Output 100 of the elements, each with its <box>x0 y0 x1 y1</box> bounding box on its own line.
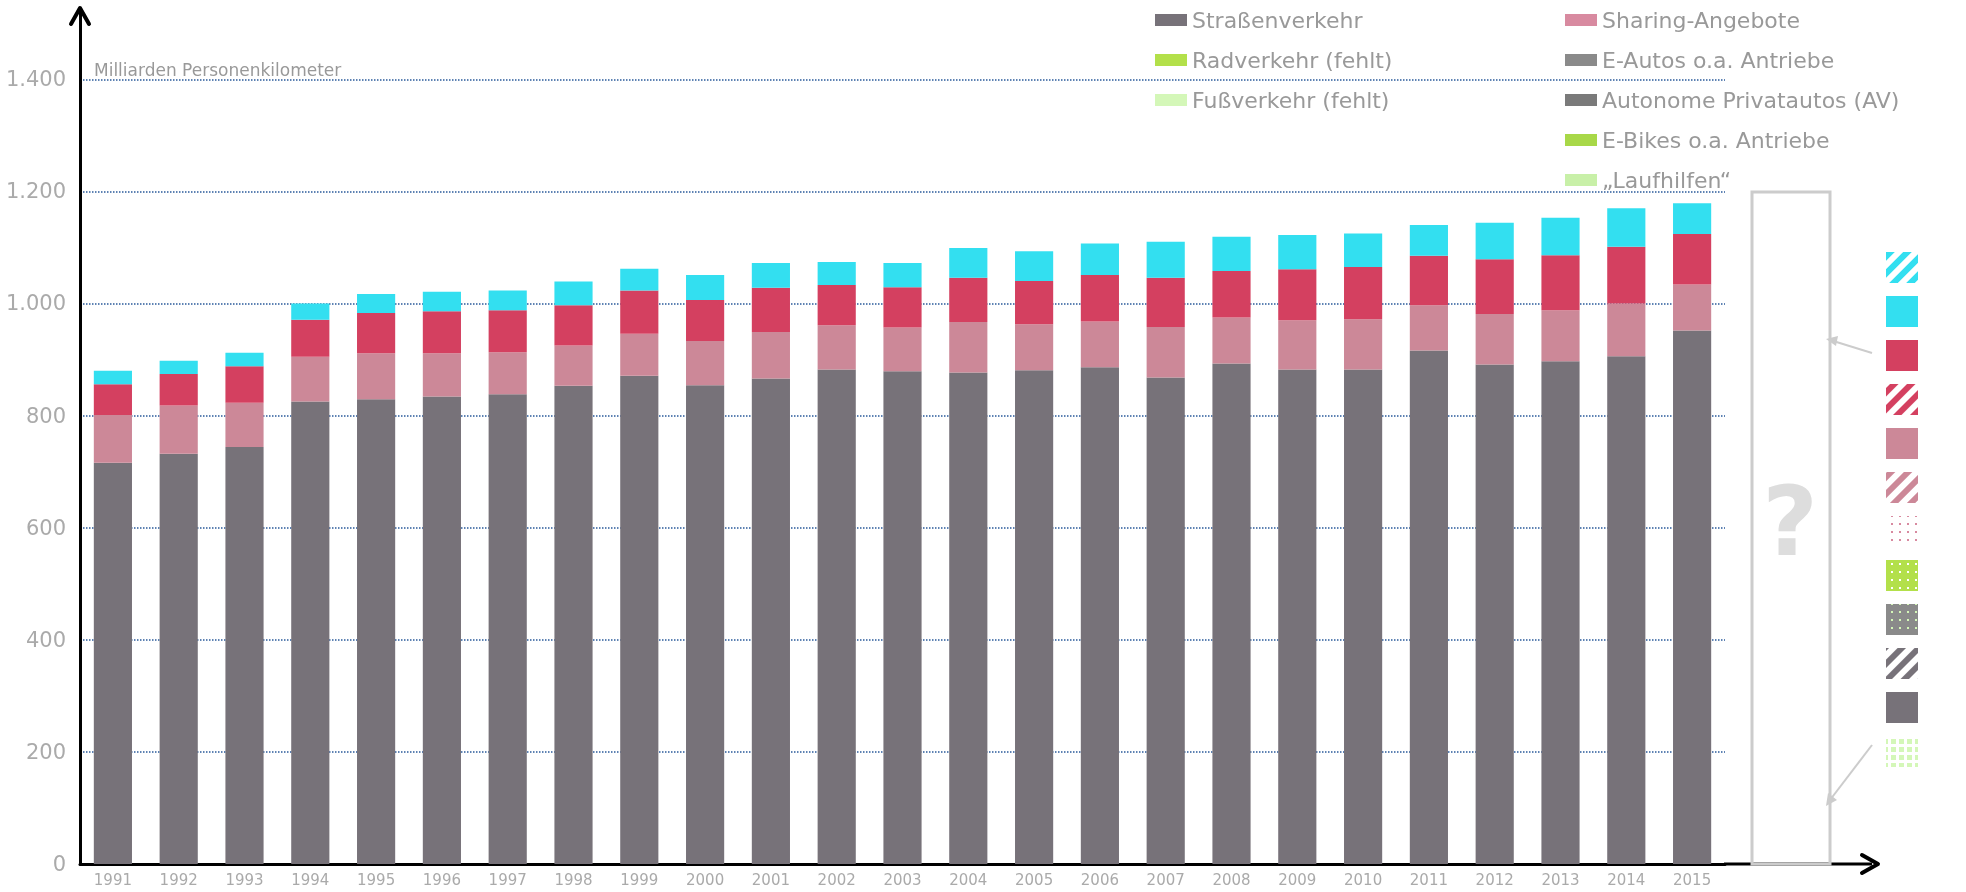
bar <box>1673 233 1712 285</box>
x-tick-label: 1993 <box>225 870 264 889</box>
x-tick-label: 1994 <box>291 870 330 889</box>
x-tick-label: 2000 <box>686 870 725 889</box>
legend-label: Radverkehr (fehlt) <box>1192 47 1393 73</box>
bar <box>817 261 856 285</box>
bar <box>817 325 856 370</box>
bar <box>1409 225 1448 256</box>
x-tick-label: 2003 <box>883 870 922 889</box>
bar <box>1080 274 1119 322</box>
x-tick-label: 2014 <box>1607 870 1646 889</box>
x-tick-label: 2005 <box>1015 870 1054 889</box>
bar <box>93 415 132 463</box>
bar <box>1344 233 1383 268</box>
bar <box>1212 363 1251 864</box>
bar <box>93 384 132 416</box>
legend-label: Sharing-Angebote <box>1602 7 1800 33</box>
bar <box>357 293 396 313</box>
bar <box>488 310 527 353</box>
bar <box>751 332 790 379</box>
bar <box>1015 251 1054 282</box>
bar <box>1146 327 1185 378</box>
y-tick-label: 1.400 <box>5 67 66 92</box>
legend-label: E-Bikes o.a. Antriebe <box>1602 127 1830 153</box>
y-tick-label: 0 <box>52 852 66 876</box>
bar <box>422 353 461 397</box>
bar <box>1475 259 1514 315</box>
bar <box>1607 208 1646 247</box>
x-tick-label: 2010 <box>1344 870 1383 889</box>
x-tick-label: 2013 <box>1541 870 1580 889</box>
bar <box>488 352 527 395</box>
bar <box>225 402 264 447</box>
bar <box>620 375 659 864</box>
y-tick-label: 800 <box>25 403 66 428</box>
bar <box>1278 369 1317 864</box>
bar <box>1015 281 1054 325</box>
bar <box>291 319 330 357</box>
bar <box>1475 314 1514 365</box>
bar <box>1541 361 1580 864</box>
legend-label: Fußverkehr (fehlt) <box>1192 87 1390 113</box>
bar <box>1475 222 1514 260</box>
bar <box>159 360 198 375</box>
bar <box>686 385 725 864</box>
bar <box>93 370 132 385</box>
x-tick-label: 1999 <box>620 870 659 889</box>
bar <box>949 372 988 864</box>
bar <box>357 399 396 864</box>
legend-label: Straßenverkehr <box>1192 7 1364 33</box>
bar <box>686 300 725 342</box>
bar <box>159 453 198 864</box>
bar <box>686 274 725 301</box>
bar <box>357 353 396 400</box>
bar <box>1409 350 1448 864</box>
bar <box>949 277 988 322</box>
bar <box>1475 364 1514 864</box>
x-tick-label: 1998 <box>554 870 593 889</box>
bar <box>949 321 988 373</box>
bar <box>620 333 659 376</box>
x-tick-label: 1991 <box>93 870 132 889</box>
bar <box>1080 243 1119 275</box>
y-tick-label: 400 <box>25 627 66 652</box>
x-tick-label: 2006 <box>1080 870 1119 889</box>
bar <box>817 284 856 326</box>
bar <box>1278 320 1317 370</box>
bar <box>1344 267 1383 320</box>
bar <box>1673 203 1712 234</box>
bar <box>422 396 461 864</box>
bar <box>817 369 856 864</box>
x-tick-label: 2008 <box>1212 870 1251 889</box>
bar <box>1607 356 1646 864</box>
bar <box>1607 246 1646 304</box>
x-tick-label: 2004 <box>949 870 988 889</box>
bar <box>357 313 396 354</box>
x-tick-label: 2015 <box>1673 870 1712 889</box>
bar <box>1080 367 1119 864</box>
x-tick-label: 2011 <box>1409 870 1448 889</box>
legend-label: Autonome Privatautos (AV) <box>1602 87 1900 113</box>
bar <box>1212 317 1251 364</box>
bar <box>1409 255 1448 306</box>
bar <box>751 287 790 333</box>
bar <box>225 366 264 403</box>
x-tick-label: 2002 <box>817 870 856 889</box>
y-tick-label: 1.200 <box>5 179 66 204</box>
bar <box>422 311 461 354</box>
text: ? <box>1762 466 1818 578</box>
bar <box>422 291 461 312</box>
bar <box>1541 310 1580 362</box>
y-axis-title: Milliarden Personenkilometer <box>94 60 342 81</box>
bar <box>883 371 922 864</box>
bar <box>1541 217 1580 256</box>
bar <box>291 303 330 320</box>
bar <box>1146 277 1185 328</box>
bar <box>291 356 330 402</box>
bar <box>1212 270 1251 318</box>
bar <box>159 374 198 406</box>
legend-label: „Laufhilfen“ <box>1602 167 1732 193</box>
legend-label: E-Autos o.a. Antriebe <box>1602 47 1835 73</box>
x-tick-label: 1996 <box>422 870 461 889</box>
x-tick-label: 1997 <box>488 870 527 889</box>
bar <box>883 263 922 288</box>
